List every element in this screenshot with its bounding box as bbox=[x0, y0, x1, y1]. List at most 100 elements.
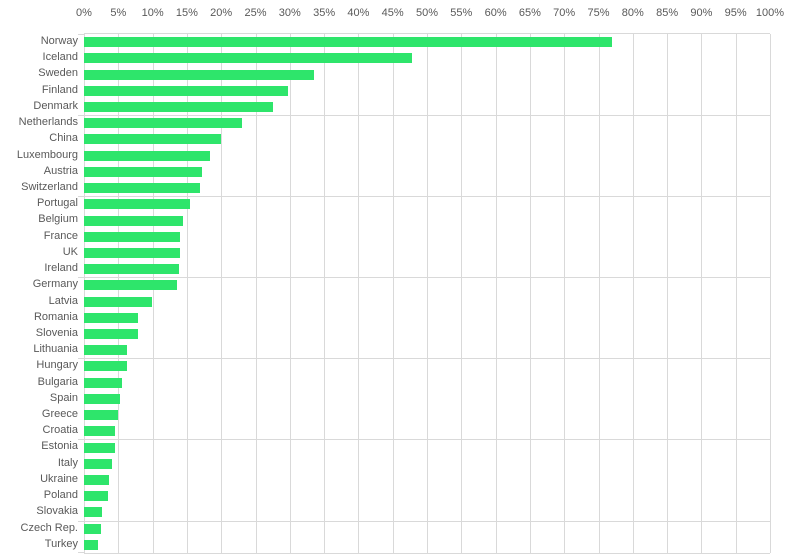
x-tick-label: 50% bbox=[415, 7, 439, 19]
category-axis-tick bbox=[78, 552, 84, 553]
x-tick-label: 25% bbox=[244, 7, 267, 19]
x-gridline bbox=[393, 34, 394, 553]
x-tick-label: 45% bbox=[381, 7, 404, 19]
bar bbox=[84, 345, 127, 355]
bar bbox=[84, 70, 314, 80]
category-label: Greece bbox=[41, 408, 78, 421]
category-gridline bbox=[84, 277, 770, 278]
x-tick-label: 15% bbox=[175, 7, 198, 19]
category-label: Sweden bbox=[38, 67, 78, 80]
category-label: Latvia bbox=[48, 294, 78, 307]
category-axis-tick bbox=[78, 115, 84, 116]
bar bbox=[84, 151, 211, 161]
category-axis-tick bbox=[78, 358, 84, 359]
x-axis: 0% 5% 10% 15% 20% 25% 30% 35% 40% 45% 50% 55% 60% 65%… bbox=[0, 0, 791, 33]
x-tick-label: 60% bbox=[484, 7, 507, 19]
category-axis-tick bbox=[78, 277, 84, 278]
x-tick-label: 70% bbox=[553, 7, 576, 19]
bar bbox=[84, 53, 412, 63]
x-gridline bbox=[701, 34, 702, 553]
category-label: Ireland bbox=[44, 262, 78, 275]
category-gridline bbox=[84, 521, 770, 522]
bar bbox=[84, 232, 181, 242]
category-label: Portugal bbox=[37, 197, 78, 210]
x-gridline bbox=[461, 34, 462, 553]
category-label: Romania bbox=[33, 310, 78, 323]
category-gridline bbox=[84, 115, 770, 116]
x-gridline bbox=[427, 34, 428, 553]
x-gridline bbox=[530, 34, 531, 553]
category-label: Lithuania bbox=[33, 343, 78, 356]
category-label: UK bbox=[62, 245, 78, 258]
category-axis-tick bbox=[78, 196, 84, 197]
category-label: Spain bbox=[49, 391, 78, 404]
x-tick-label: 5% bbox=[110, 7, 127, 19]
category-label: Finland bbox=[41, 83, 78, 96]
category-label: Switzerland bbox=[21, 180, 78, 193]
x-tick-label: 35% bbox=[313, 7, 336, 19]
x-gridline bbox=[736, 34, 737, 553]
x-tick-label: 90% bbox=[690, 7, 713, 19]
category-label: Slovenia bbox=[35, 326, 78, 339]
x-tick-label: 80% bbox=[621, 7, 644, 19]
x-tick-label: 75% bbox=[587, 7, 610, 19]
x-tick-label: 20% bbox=[210, 7, 233, 19]
x-tick-label: 30% bbox=[278, 7, 301, 19]
category-gridline bbox=[84, 358, 770, 359]
category-label: Croatia bbox=[42, 424, 78, 437]
category-label: Norway bbox=[40, 35, 78, 47]
bar bbox=[84, 361, 127, 371]
category-label: Austria bbox=[43, 164, 78, 177]
category-label: Hungary bbox=[36, 359, 78, 372]
bar bbox=[84, 167, 202, 177]
x-gridline bbox=[118, 34, 119, 553]
bar bbox=[84, 459, 113, 469]
category-label: Estonia bbox=[41, 440, 78, 453]
x-gridline bbox=[667, 34, 668, 553]
x-tick-label: 40% bbox=[347, 7, 370, 19]
category-label: Netherlands bbox=[18, 116, 78, 129]
bar bbox=[84, 410, 118, 420]
bar bbox=[84, 280, 178, 290]
category-axis-tick bbox=[78, 34, 84, 35]
category-axis-tick bbox=[78, 439, 84, 440]
bar bbox=[84, 216, 183, 226]
bar bbox=[84, 102, 274, 112]
bar bbox=[84, 183, 200, 193]
x-gridline bbox=[84, 34, 85, 553]
bar bbox=[84, 199, 190, 209]
bar bbox=[84, 540, 98, 550]
x-tick-label: 0% bbox=[76, 7, 92, 19]
bar bbox=[84, 507, 102, 517]
x-tick-label: 95% bbox=[724, 7, 747, 19]
category-label: Czech Rep. bbox=[20, 521, 78, 534]
x-gridline bbox=[496, 34, 497, 553]
x-gridline bbox=[324, 34, 325, 553]
x-tick-label: 100% bbox=[755, 7, 785, 19]
bar bbox=[84, 329, 138, 339]
x-tick-label: 10% bbox=[141, 7, 164, 19]
category-label: Luxembourg bbox=[16, 148, 78, 161]
bar bbox=[84, 264, 180, 274]
bar bbox=[84, 37, 612, 47]
category-label: Italy bbox=[57, 456, 78, 469]
bar bbox=[84, 297, 152, 307]
bar bbox=[84, 118, 242, 128]
category-label: Germany bbox=[32, 278, 78, 291]
bar bbox=[84, 134, 221, 144]
x-gridline bbox=[599, 34, 600, 553]
x-gridline bbox=[358, 34, 359, 553]
bar bbox=[84, 426, 115, 436]
category-label: Poland bbox=[43, 489, 78, 502]
category-label: Turkey bbox=[44, 537, 78, 550]
x-gridline bbox=[153, 34, 154, 553]
category-label: Belgium bbox=[38, 213, 78, 226]
category-label: Iceland bbox=[42, 51, 78, 64]
category-label: Bulgaria bbox=[37, 375, 78, 388]
bar bbox=[84, 378, 123, 388]
x-gridline bbox=[564, 34, 565, 553]
x-gridline bbox=[221, 34, 222, 553]
category-label: Slovakia bbox=[36, 505, 78, 518]
plot-area bbox=[78, 33, 771, 554]
bar bbox=[84, 491, 108, 501]
